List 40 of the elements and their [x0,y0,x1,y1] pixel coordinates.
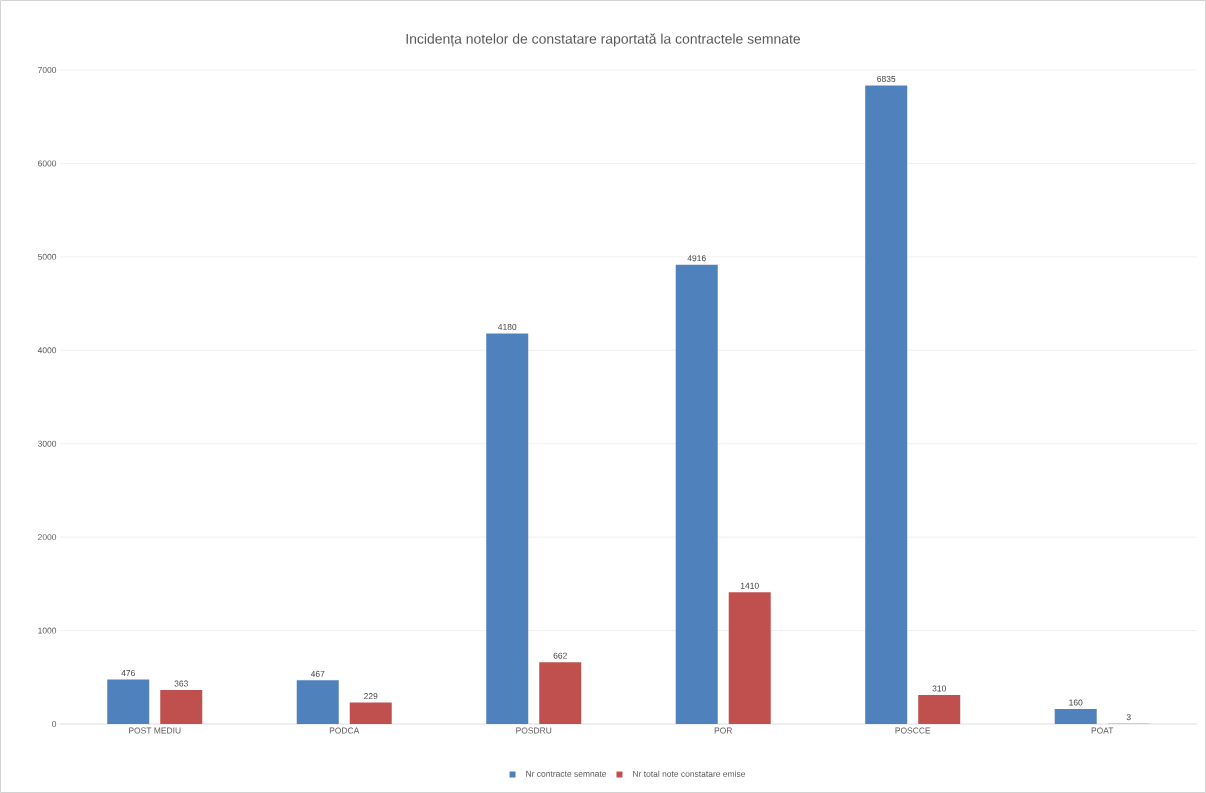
y-tick-label: 6000 [38,160,57,167]
legend-label: Nr total note constatare emise [633,770,746,777]
data-label: 662 [553,652,567,659]
bar [349,702,392,724]
bar [675,264,718,724]
y-tick-label: 7000 [38,67,57,73]
y-tick-label: 1000 [38,627,57,634]
data-label: 4180 [498,323,517,330]
x-tick-label: POAT [1091,727,1114,734]
y-tick-label: 5000 [37,253,57,260]
bar [865,85,908,724]
data-label: 229 [364,693,378,700]
data-label: 1410 [740,582,759,589]
data-label: 4916 [687,255,706,262]
data-label: 3 [1126,714,1131,721]
bar [728,592,771,724]
y-tick-label: 0 [52,721,57,727]
data-label: 476 [121,670,135,676]
x-tick-label: POSCCE [895,727,931,734]
legend-label: Nr contracte semnate [526,770,607,777]
data-label: 310 [932,685,946,692]
y-tick-label: 4000 [37,347,57,354]
bar [296,680,339,724]
x-tick-label: POSDRU [516,727,552,734]
bar [107,679,150,724]
data-label: 467 [310,670,325,677]
x-tick-label: POST MEDIU [129,727,181,734]
bar [918,695,961,724]
x-tick-label: PODCA [329,727,360,734]
chart-title: Incidența notelor de constatare raportată la contractele semnate [406,33,801,47]
bar [539,662,582,724]
data-label: 160 [1069,699,1083,706]
bar [1054,709,1097,724]
bar [486,333,529,724]
y-tick-label: 2000 [38,534,57,541]
data-label: 6835 [877,75,896,82]
data-label: 363 [174,680,188,687]
bar [160,690,203,724]
y-tick-label: 3000 [37,440,57,447]
x-tick-label: POR [714,727,733,734]
